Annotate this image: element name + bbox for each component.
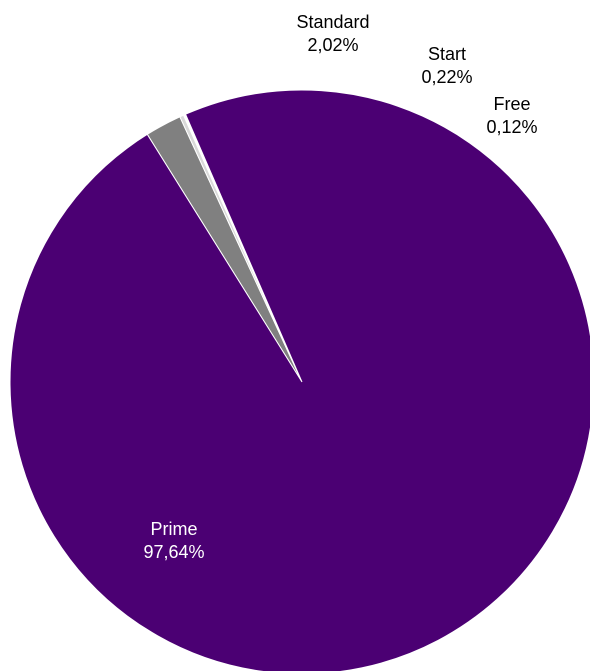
slice-value-label-free: 0,12% — [486, 117, 537, 137]
pie-slice-prime — [9, 89, 590, 671]
slice-name-free: Free — [493, 94, 530, 114]
slice-name-prime: Prime — [150, 519, 197, 539]
slice-value-label-standard: 2,02% — [307, 35, 358, 55]
slice-name-standard: Standard — [296, 12, 369, 32]
slice-value-label-start: 0,22% — [421, 67, 472, 87]
slice-value-label-prime: 97,64% — [143, 542, 204, 562]
slice-name-start: Start — [428, 44, 466, 64]
